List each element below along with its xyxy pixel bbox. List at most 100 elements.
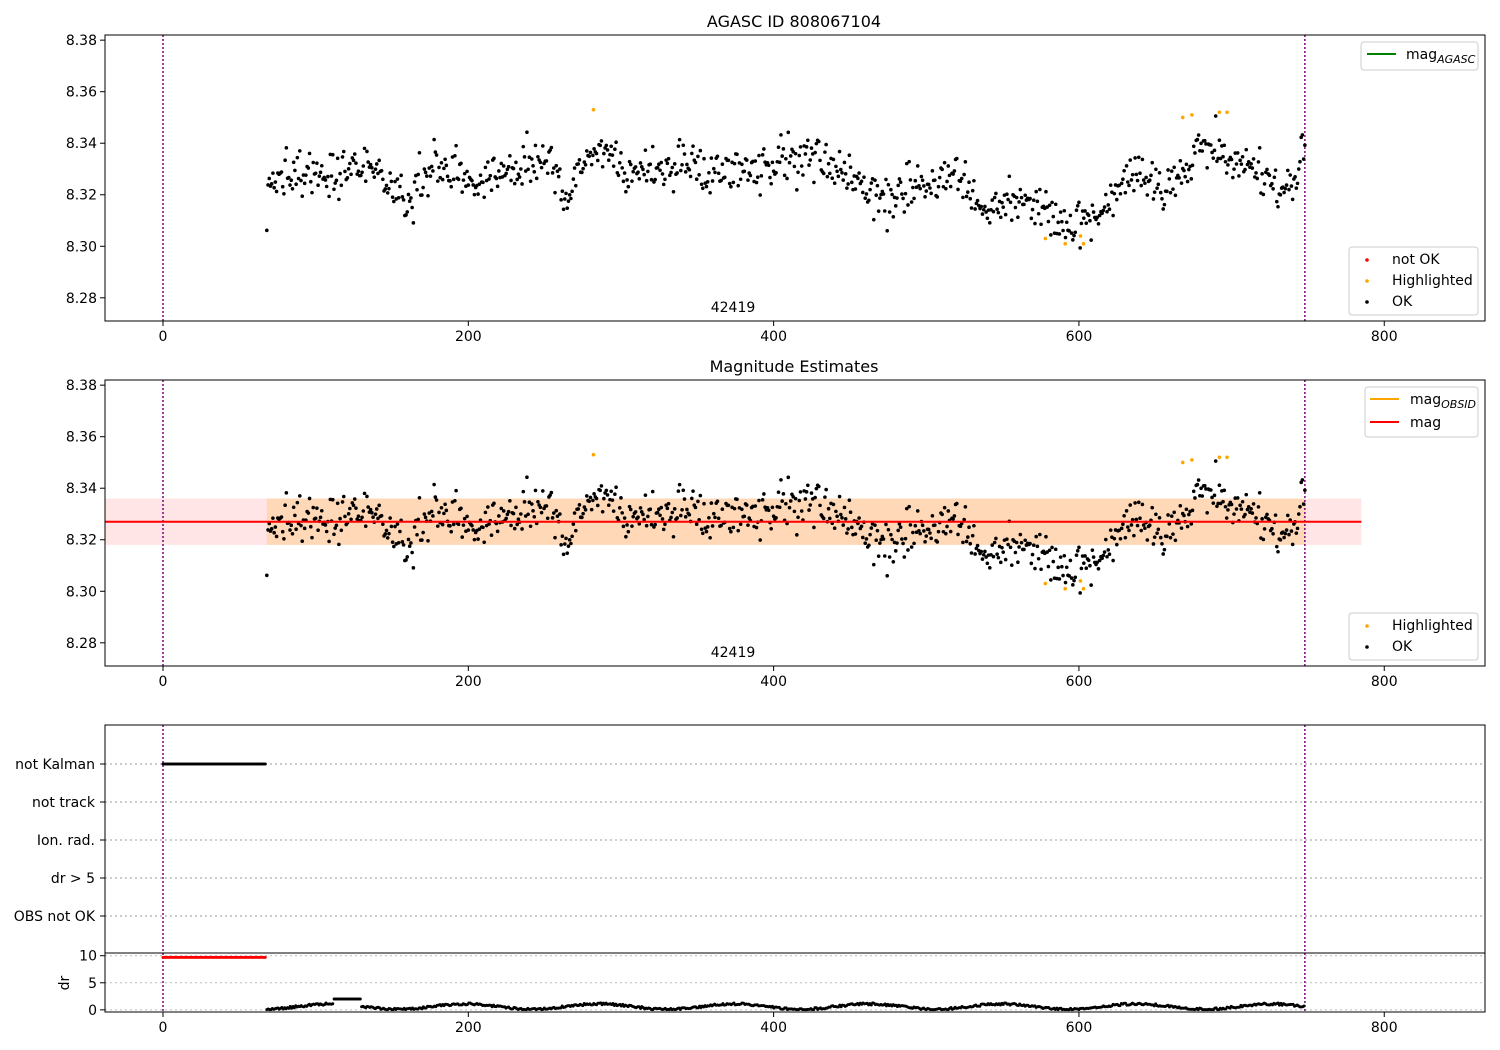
point-ok <box>1038 532 1042 537</box>
point-ok <box>922 184 926 188</box>
point-ok <box>383 532 388 536</box>
point-ok <box>924 189 929 193</box>
point-ok <box>617 505 622 510</box>
point-ok <box>878 196 882 200</box>
point-ok <box>283 158 287 163</box>
point-ok <box>824 487 828 492</box>
point-ok <box>483 165 488 170</box>
point-ok <box>759 174 764 178</box>
point-ok <box>1108 183 1113 187</box>
point-ok <box>390 540 395 544</box>
point-ok <box>297 494 302 498</box>
point-ok <box>1289 529 1294 533</box>
panel-middle-plot-area <box>105 380 1362 666</box>
point-ok <box>698 148 703 153</box>
dr-point-red <box>263 955 267 959</box>
point-ok <box>974 546 979 551</box>
point-ok <box>849 525 854 530</box>
point-ok <box>588 150 593 155</box>
point-ok <box>595 158 600 163</box>
point-ok <box>707 170 711 175</box>
point-ok <box>1289 184 1294 188</box>
point-ok <box>1119 526 1124 531</box>
point-ok <box>754 180 759 185</box>
point-ok <box>567 193 572 197</box>
point-ok <box>465 514 469 519</box>
point-ok <box>273 180 278 184</box>
point-ok <box>626 184 631 189</box>
point-ok <box>841 523 846 527</box>
point-ok <box>1130 172 1135 177</box>
point-ok <box>961 540 965 545</box>
point-ok <box>677 482 682 487</box>
point-ok <box>361 509 366 513</box>
point-highlighted <box>1190 458 1194 462</box>
point-ok <box>1050 545 1054 550</box>
point-ok <box>1039 222 1043 227</box>
legend-mag-obsid-label: mag <box>1410 392 1441 408</box>
point-ok <box>782 173 787 178</box>
point-ok <box>757 498 761 503</box>
point-ok <box>716 516 721 521</box>
point-ok <box>974 201 979 206</box>
point-ok <box>1079 566 1084 571</box>
panel-flags-axes: not Kalman not track Ion. rad. dr > 5 OBS no… <box>14 757 105 925</box>
point-ok <box>307 496 312 501</box>
point-ok <box>666 156 671 161</box>
point-highlighted <box>1043 236 1048 241</box>
point-ok <box>609 144 614 149</box>
point-ok <box>969 551 974 555</box>
point-highlighted <box>1078 579 1083 583</box>
point-ok <box>533 143 538 148</box>
point-ok <box>462 516 467 521</box>
point-ok <box>672 162 677 166</box>
point-ok <box>940 512 944 517</box>
point-ok <box>708 536 712 540</box>
point-ok <box>1135 523 1140 528</box>
point-ok <box>757 153 761 158</box>
point-ok <box>1077 200 1081 205</box>
point-ok <box>1023 538 1028 543</box>
point-ok <box>897 177 902 181</box>
point-ok <box>296 176 301 181</box>
point-ok <box>770 160 775 165</box>
point-ok <box>918 186 922 191</box>
point-ok <box>495 529 500 534</box>
point-ok <box>372 175 377 179</box>
point-ok <box>329 174 334 178</box>
point-ok <box>774 170 778 175</box>
point-ok <box>1246 505 1251 509</box>
point-ok <box>1205 511 1209 515</box>
point-ok <box>1224 516 1229 520</box>
panel-top-legend-points: not OK Highlighted OK <box>1348 246 1479 316</box>
point-ok <box>973 207 977 211</box>
point-ok <box>1265 512 1269 517</box>
point-ok <box>1282 535 1286 540</box>
point-ok <box>588 495 593 500</box>
dr-point <box>1118 1004 1122 1008</box>
point-ok <box>1044 534 1048 539</box>
point-ok <box>544 504 549 508</box>
point-ok <box>315 161 319 165</box>
point-ok <box>550 171 555 175</box>
point-ok <box>683 515 688 519</box>
point-ok <box>297 149 302 153</box>
point-ok <box>553 535 557 540</box>
point-ok <box>904 161 909 166</box>
point-ok <box>1288 173 1293 177</box>
point-ok <box>576 507 581 511</box>
point-ok <box>487 177 491 181</box>
point-ok <box>796 515 800 520</box>
point-ok <box>809 146 814 150</box>
point-ok <box>821 516 826 521</box>
point-ok <box>758 538 762 542</box>
point-ok <box>715 154 720 159</box>
point-ok <box>685 507 689 512</box>
point-ok <box>625 523 629 527</box>
panel-middle-legend-lines: magOBSID mag <box>1364 386 1479 438</box>
point-ok <box>571 177 576 181</box>
point-ok <box>302 526 307 531</box>
point-ok <box>265 228 269 233</box>
point-ok <box>589 162 594 167</box>
